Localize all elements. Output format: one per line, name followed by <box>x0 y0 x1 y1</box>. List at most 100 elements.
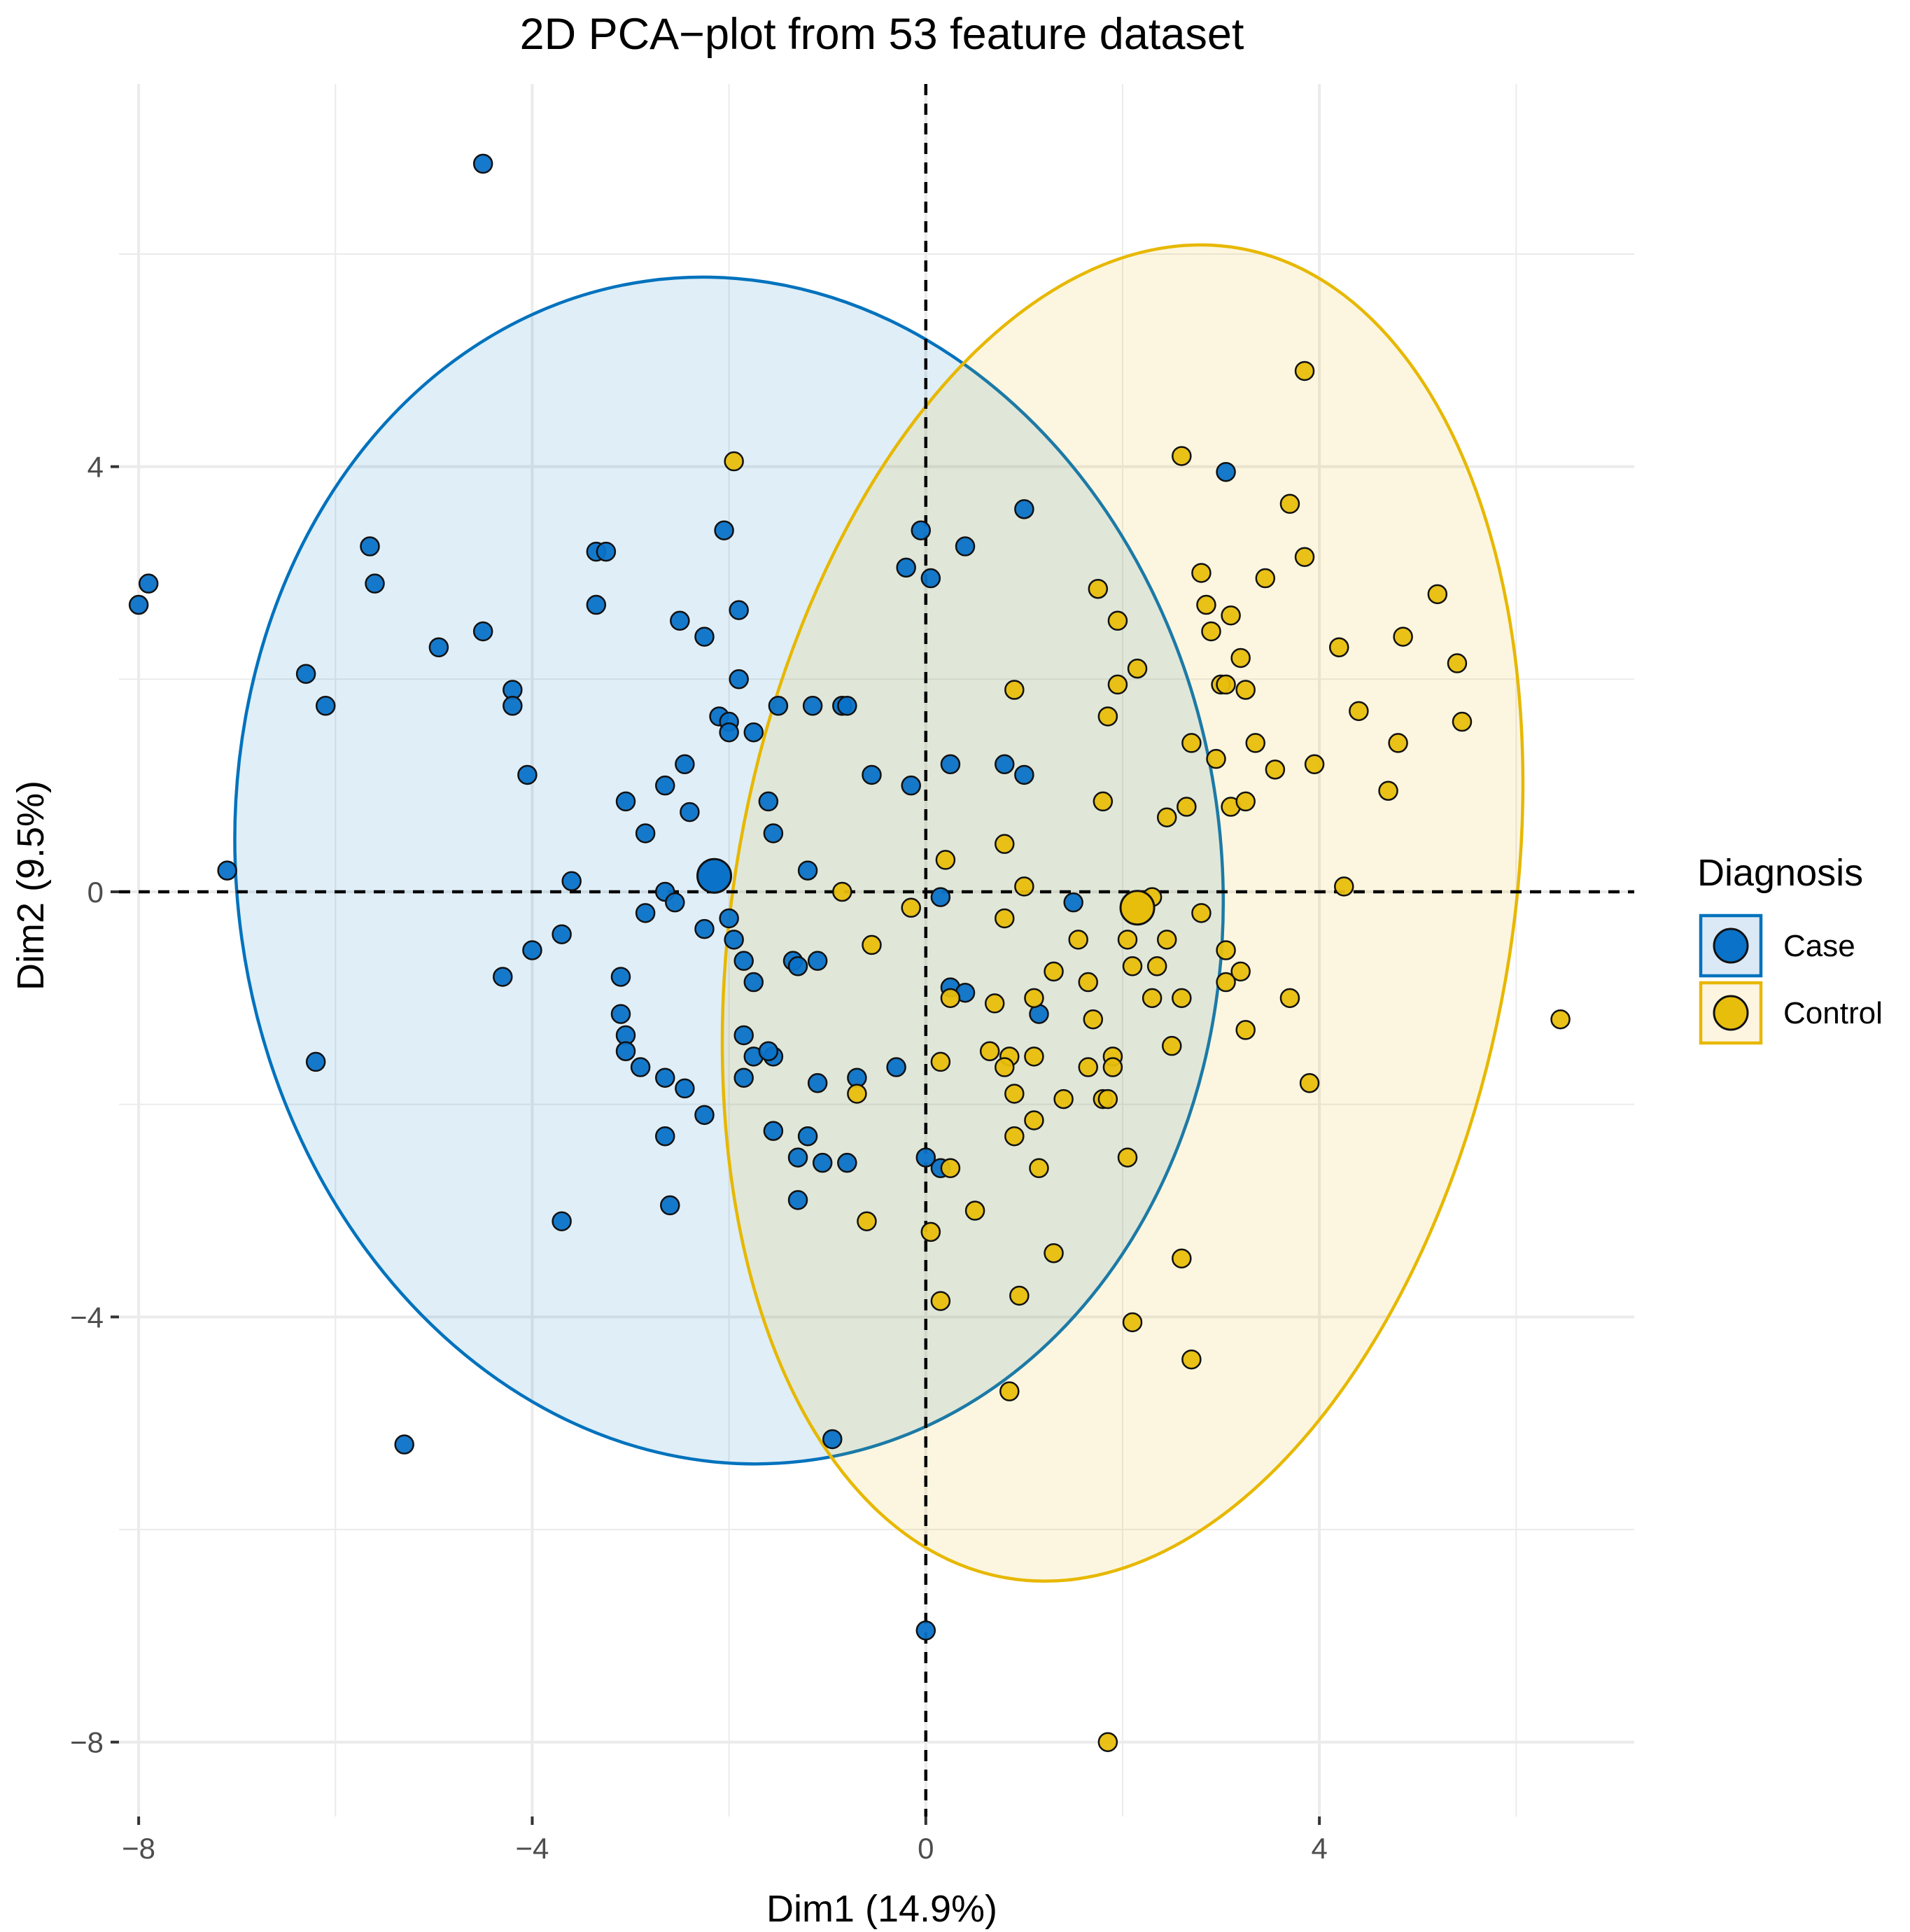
point-control <box>1107 674 1128 695</box>
point-case <box>630 1057 651 1077</box>
point-control <box>1191 563 1212 583</box>
point-control <box>1427 584 1448 605</box>
point-control <box>935 850 956 870</box>
point-control <box>1044 1242 1064 1264</box>
legend-item-case: Case <box>1699 913 1855 978</box>
point-control <box>984 993 1005 1014</box>
point-case <box>610 1004 631 1024</box>
group-centroids <box>696 858 1156 926</box>
reference-lines <box>119 84 1634 1816</box>
point-control <box>1102 1057 1123 1077</box>
point-case <box>837 696 857 716</box>
point-control <box>1172 988 1192 1009</box>
x-axis-title: Dim1 (14.9%) <box>766 1888 997 1930</box>
point-control <box>1078 972 1099 993</box>
y-tick-label: −4 <box>70 1301 104 1334</box>
point-control <box>1181 1349 1202 1370</box>
point-case <box>911 520 932 540</box>
point-case <box>802 696 823 716</box>
point-case <box>714 520 734 540</box>
point-case <box>763 823 784 844</box>
point-case <box>1014 499 1034 519</box>
x-tick-label: 0 <box>918 1832 934 1865</box>
point-case <box>896 557 916 578</box>
point-control <box>1216 674 1236 695</box>
point-case <box>365 573 385 594</box>
point-case <box>654 775 675 796</box>
point-control <box>1029 1158 1049 1179</box>
point-control <box>1230 961 1251 982</box>
point-case <box>797 1126 818 1147</box>
point-control <box>1206 748 1226 769</box>
point-control <box>964 1200 985 1221</box>
y-axis-title: Dim2 (9.5%) <box>10 780 52 990</box>
point-control <box>1294 547 1315 567</box>
point-case <box>743 972 764 993</box>
point-case <box>787 956 808 976</box>
point-case <box>472 621 493 642</box>
point-case <box>315 696 336 716</box>
point-control <box>1122 956 1143 976</box>
point-control <box>1235 680 1256 700</box>
point-control <box>1334 876 1354 897</box>
point-case <box>862 764 882 785</box>
point-case <box>1063 892 1083 913</box>
point-control <box>940 1158 961 1179</box>
point-control <box>1162 1035 1182 1056</box>
point-case <box>995 754 1015 775</box>
point-control <box>847 1084 867 1104</box>
point-control <box>1304 754 1325 775</box>
point-control <box>1388 733 1408 753</box>
point-case <box>675 1078 695 1099</box>
point-control <box>1294 360 1315 382</box>
point-case <box>694 626 715 647</box>
point-case <box>743 722 764 743</box>
point-case <box>552 1211 572 1231</box>
point-control <box>1156 930 1177 950</box>
point-case <box>586 594 607 615</box>
point-control <box>1221 605 1241 626</box>
point-control <box>1014 876 1034 897</box>
point-control <box>862 934 882 955</box>
point-case <box>217 860 237 881</box>
point-control <box>1172 1248 1192 1269</box>
point-case <box>493 967 513 987</box>
point-control <box>901 897 921 918</box>
point-control <box>1216 940 1236 960</box>
point-control <box>1447 653 1468 673</box>
point-case <box>305 1051 326 1072</box>
point-case <box>915 1620 936 1641</box>
point-control <box>1097 706 1118 727</box>
point-case <box>724 930 744 950</box>
point-case <box>1216 461 1236 482</box>
point-case <box>758 791 779 812</box>
point-control <box>1230 648 1251 668</box>
point-case <box>295 664 316 684</box>
point-control <box>920 1222 941 1242</box>
point-case <box>719 722 739 743</box>
point-case <box>807 951 828 971</box>
point-case <box>822 1429 843 1450</box>
point-control <box>857 1211 877 1231</box>
point-control <box>999 1381 1020 1401</box>
point-case <box>635 823 656 844</box>
point-case <box>920 568 941 589</box>
point-control <box>1107 610 1128 631</box>
legend-marker-control <box>1713 995 1749 1031</box>
point-case <box>615 1041 636 1061</box>
point-control <box>724 451 744 472</box>
point-control <box>1142 988 1163 1009</box>
point-control <box>1393 626 1413 647</box>
point-control <box>1093 791 1114 812</box>
y-tick-label: −8 <box>70 1726 104 1759</box>
point-case <box>886 1057 906 1077</box>
point-control <box>1452 711 1473 732</box>
point-control <box>1004 1126 1025 1147</box>
point-control <box>930 1051 951 1072</box>
point-case <box>615 791 636 812</box>
point-case <box>665 892 685 913</box>
point-case <box>517 764 538 785</box>
legend-label-case: Case <box>1783 929 1855 963</box>
point-control <box>979 1041 1000 1061</box>
point-case <box>719 908 739 929</box>
